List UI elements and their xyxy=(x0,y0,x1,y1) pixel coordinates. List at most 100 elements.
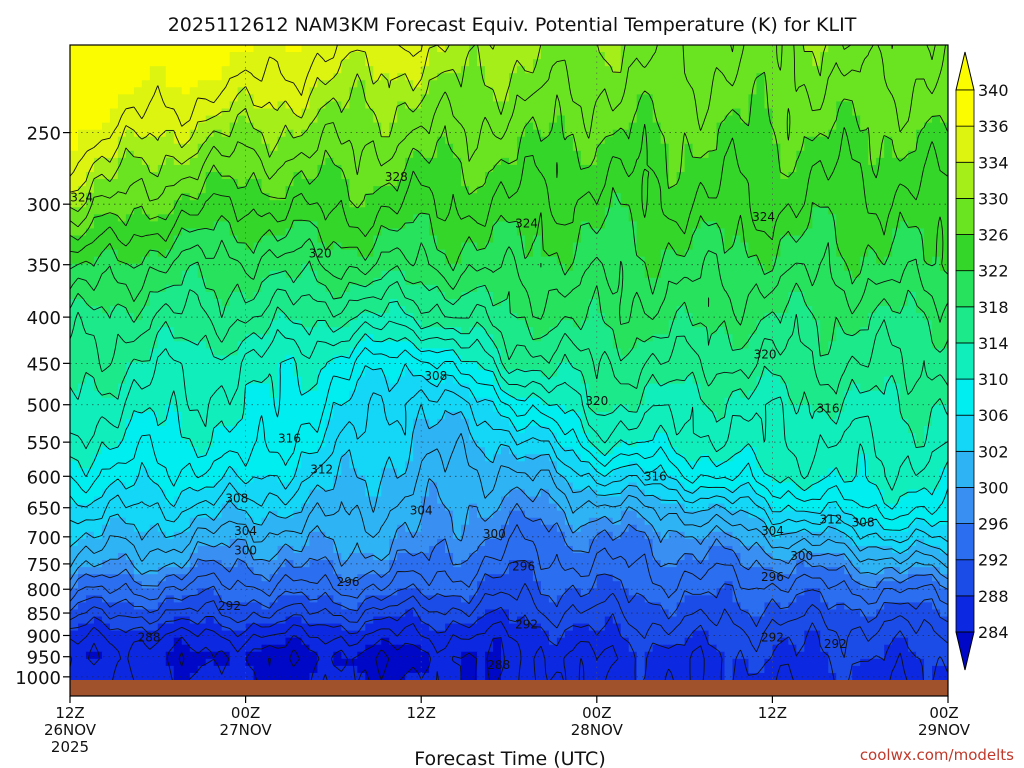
fill-cell xyxy=(876,157,885,166)
fill-cell xyxy=(540,59,550,67)
fill-cell xyxy=(269,306,279,314)
fill-cell xyxy=(900,80,909,88)
fill-cell xyxy=(157,80,167,88)
fill-cell xyxy=(772,235,781,244)
fill-cell xyxy=(357,263,366,272)
fill-cell xyxy=(365,157,374,166)
fill-cell xyxy=(277,221,287,230)
fill-cell xyxy=(580,200,590,208)
fill-cell xyxy=(253,80,263,88)
fill-cell xyxy=(644,242,654,251)
fill-cell xyxy=(429,59,438,67)
fill-cell xyxy=(349,143,358,152)
fill-cell xyxy=(365,313,374,321)
fill-cell xyxy=(868,73,877,81)
fill-cell xyxy=(788,164,797,173)
fill-cell xyxy=(852,136,861,145)
fill-cell xyxy=(804,87,813,95)
fill-cell xyxy=(748,73,758,81)
fill-cell xyxy=(652,214,662,222)
fill-cell xyxy=(469,80,478,88)
fill-cell xyxy=(117,299,127,307)
fill-cell xyxy=(109,270,119,279)
fill-cell xyxy=(181,221,191,230)
fill-cell xyxy=(660,348,670,357)
fill-cell xyxy=(724,193,734,201)
fill-cell xyxy=(604,242,614,251)
fill-cell xyxy=(165,122,175,131)
fill-cell xyxy=(748,80,758,88)
fill-cell xyxy=(532,66,542,74)
fill-cell xyxy=(732,143,742,152)
fill-cell xyxy=(181,235,191,244)
fill-cell xyxy=(900,256,909,265)
fill-cell xyxy=(780,207,789,215)
fill-cell xyxy=(309,122,319,131)
fill-cell xyxy=(588,207,598,215)
fill-cell xyxy=(301,214,311,222)
fill-cell xyxy=(293,242,303,251)
fill-cell xyxy=(125,59,135,67)
fill-cell xyxy=(612,101,622,110)
fill-cell xyxy=(221,242,231,251)
fill-cell xyxy=(604,115,614,124)
fill-cell xyxy=(596,284,606,293)
fill-cell xyxy=(229,277,239,286)
fill-cell xyxy=(620,136,630,145)
fill-cell xyxy=(221,214,231,222)
fill-cell xyxy=(293,87,303,95)
fill-cell xyxy=(293,115,303,124)
fill-cell xyxy=(333,270,342,279)
fill-cell xyxy=(708,94,718,103)
fill-cell xyxy=(900,193,909,201)
fill-cell xyxy=(373,291,382,300)
fill-cell xyxy=(205,284,215,293)
fill-cell xyxy=(604,235,614,244)
fill-cell xyxy=(493,108,502,117)
fill-cell xyxy=(309,263,319,272)
fill-cell xyxy=(644,157,654,166)
fill-cell xyxy=(580,59,590,67)
fill-cell xyxy=(868,157,877,166)
fill-cell xyxy=(469,327,478,335)
fill-cell xyxy=(125,122,135,131)
fill-cell xyxy=(349,221,358,230)
fill-cell xyxy=(149,284,159,293)
fill-cell xyxy=(381,207,390,215)
fill-cell xyxy=(908,221,917,230)
fill-cell xyxy=(205,143,215,152)
fill-cell xyxy=(397,45,406,53)
fill-cell xyxy=(724,277,734,286)
fill-cell xyxy=(437,200,446,208)
fill-cell xyxy=(485,101,494,110)
fill-cell xyxy=(197,150,207,159)
fill-cell xyxy=(756,249,766,258)
fill-cell xyxy=(676,66,686,74)
fill-cell xyxy=(924,59,933,67)
fill-cell xyxy=(125,270,135,279)
fill-cell xyxy=(660,320,670,328)
fill-cell xyxy=(732,334,742,342)
fill-cell xyxy=(109,242,119,251)
fill-cell xyxy=(716,207,726,215)
fill-cell xyxy=(652,327,662,335)
fill-cell xyxy=(285,320,295,328)
fill-cell xyxy=(85,108,95,117)
fill-cell xyxy=(604,150,614,159)
fill-cell xyxy=(469,334,478,342)
fill-cell xyxy=(884,66,893,74)
fill-cell xyxy=(884,94,893,103)
fill-cell xyxy=(285,291,295,300)
fill-cell xyxy=(812,284,821,293)
fill-cell xyxy=(860,277,869,286)
fill-cell xyxy=(325,249,334,258)
fill-cell xyxy=(317,59,327,67)
fill-cell xyxy=(349,157,358,166)
fill-cell xyxy=(445,80,454,88)
fill-cell xyxy=(237,157,247,166)
fill-cell xyxy=(612,200,622,208)
fill-cell xyxy=(516,108,526,117)
fill-cell xyxy=(253,45,263,53)
fill-cell xyxy=(548,256,558,265)
fill-cell xyxy=(700,348,710,357)
